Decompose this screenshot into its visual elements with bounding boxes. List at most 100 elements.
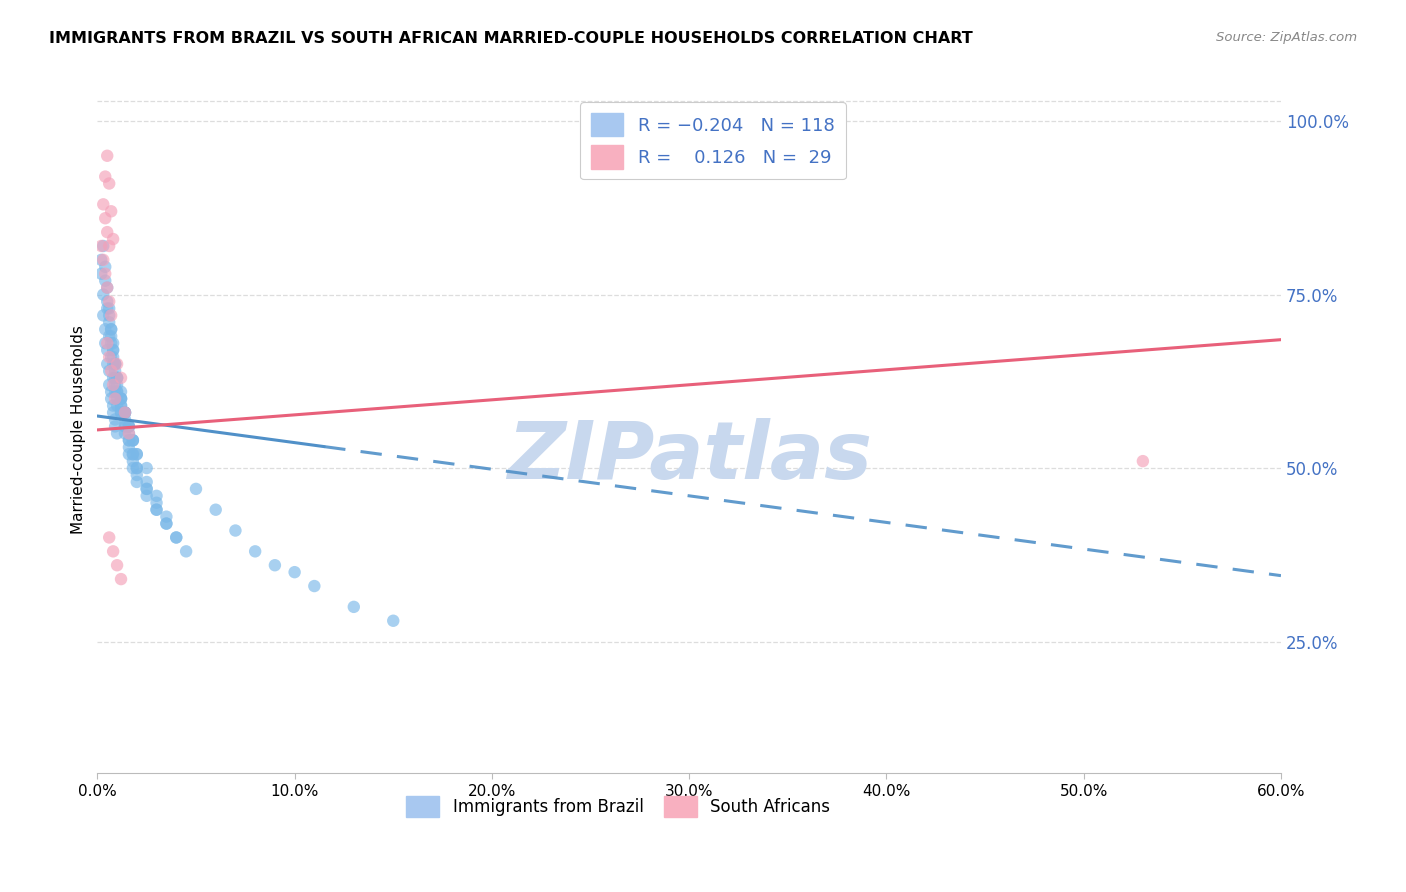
Point — [90, 252, 112, 267]
Point — [104, 357, 127, 371]
Point — [101, 371, 124, 385]
Point — [110, 392, 132, 406]
Point — [110, 405, 132, 419]
Point — [304, 579, 326, 593]
Point — [90, 267, 112, 281]
Point — [105, 384, 128, 399]
Point — [118, 419, 141, 434]
Point — [101, 405, 124, 419]
Point — [96, 336, 118, 351]
Point — [98, 315, 121, 329]
Point — [100, 392, 122, 406]
Point — [101, 343, 124, 357]
Point — [125, 447, 148, 461]
Point — [94, 336, 117, 351]
Point — [118, 447, 141, 461]
Point — [243, 544, 266, 558]
Point — [114, 412, 136, 426]
Point — [284, 565, 307, 579]
Point — [125, 461, 148, 475]
Point — [98, 294, 121, 309]
Point — [204, 502, 226, 516]
Point — [98, 350, 121, 364]
Point — [105, 399, 128, 413]
Point — [114, 405, 136, 419]
Point — [110, 371, 132, 385]
Point — [100, 329, 122, 343]
Point — [145, 502, 167, 516]
Point — [105, 392, 128, 406]
Point — [90, 239, 112, 253]
Point — [101, 336, 124, 351]
Point — [174, 544, 197, 558]
Point — [100, 336, 122, 351]
Point — [105, 558, 128, 573]
Point — [110, 399, 132, 413]
Point — [104, 357, 127, 371]
Point — [118, 434, 141, 448]
Point — [121, 461, 143, 475]
Point — [121, 447, 143, 461]
Point — [98, 177, 121, 191]
Point — [118, 419, 141, 434]
Point — [114, 405, 136, 419]
Point — [155, 516, 177, 531]
Point — [135, 461, 157, 475]
Point — [125, 447, 148, 461]
Point — [105, 357, 128, 371]
Point — [114, 405, 136, 419]
Point — [155, 516, 177, 531]
Point — [165, 531, 187, 545]
Legend: Immigrants from Brazil, South Africans: Immigrants from Brazil, South Africans — [399, 789, 837, 823]
Point — [96, 149, 118, 163]
Point — [118, 426, 141, 441]
Point — [104, 392, 127, 406]
Point — [94, 169, 117, 184]
Point — [101, 357, 124, 371]
Point — [100, 350, 122, 364]
Text: ZIPatlas: ZIPatlas — [506, 418, 872, 496]
Point — [96, 357, 118, 371]
Point — [100, 322, 122, 336]
Point — [110, 384, 132, 399]
Point — [114, 419, 136, 434]
Point — [105, 377, 128, 392]
Point — [121, 434, 143, 448]
Point — [94, 260, 117, 274]
Point — [101, 343, 124, 357]
Point — [135, 482, 157, 496]
Point — [121, 447, 143, 461]
Text: IMMIGRANTS FROM BRAZIL VS SOUTH AFRICAN MARRIED-COUPLE HOUSEHOLDS CORRELATION CH: IMMIGRANTS FROM BRAZIL VS SOUTH AFRICAN … — [49, 31, 973, 46]
Point — [98, 309, 121, 323]
Point — [101, 399, 124, 413]
Point — [105, 426, 128, 441]
Point — [118, 426, 141, 441]
Point — [94, 274, 117, 288]
Point — [100, 309, 122, 323]
Point — [155, 509, 177, 524]
Point — [100, 364, 122, 378]
Point — [96, 301, 118, 316]
Y-axis label: Married-couple Households: Married-couple Households — [72, 326, 86, 534]
Point — [105, 371, 128, 385]
Point — [104, 412, 127, 426]
Point — [125, 461, 148, 475]
Point — [125, 475, 148, 489]
Point — [343, 599, 366, 614]
Point — [114, 405, 136, 419]
Point — [145, 496, 167, 510]
Point — [110, 572, 132, 586]
Point — [121, 454, 143, 468]
Point — [110, 399, 132, 413]
Point — [96, 225, 118, 239]
Point — [101, 350, 124, 364]
Point — [98, 531, 121, 545]
Point — [114, 405, 136, 419]
Point — [101, 232, 124, 246]
Point — [94, 211, 117, 226]
Point — [100, 322, 122, 336]
Point — [125, 468, 148, 483]
Point — [94, 267, 117, 281]
Point — [100, 204, 122, 219]
Text: Source: ZipAtlas.com: Source: ZipAtlas.com — [1216, 31, 1357, 45]
